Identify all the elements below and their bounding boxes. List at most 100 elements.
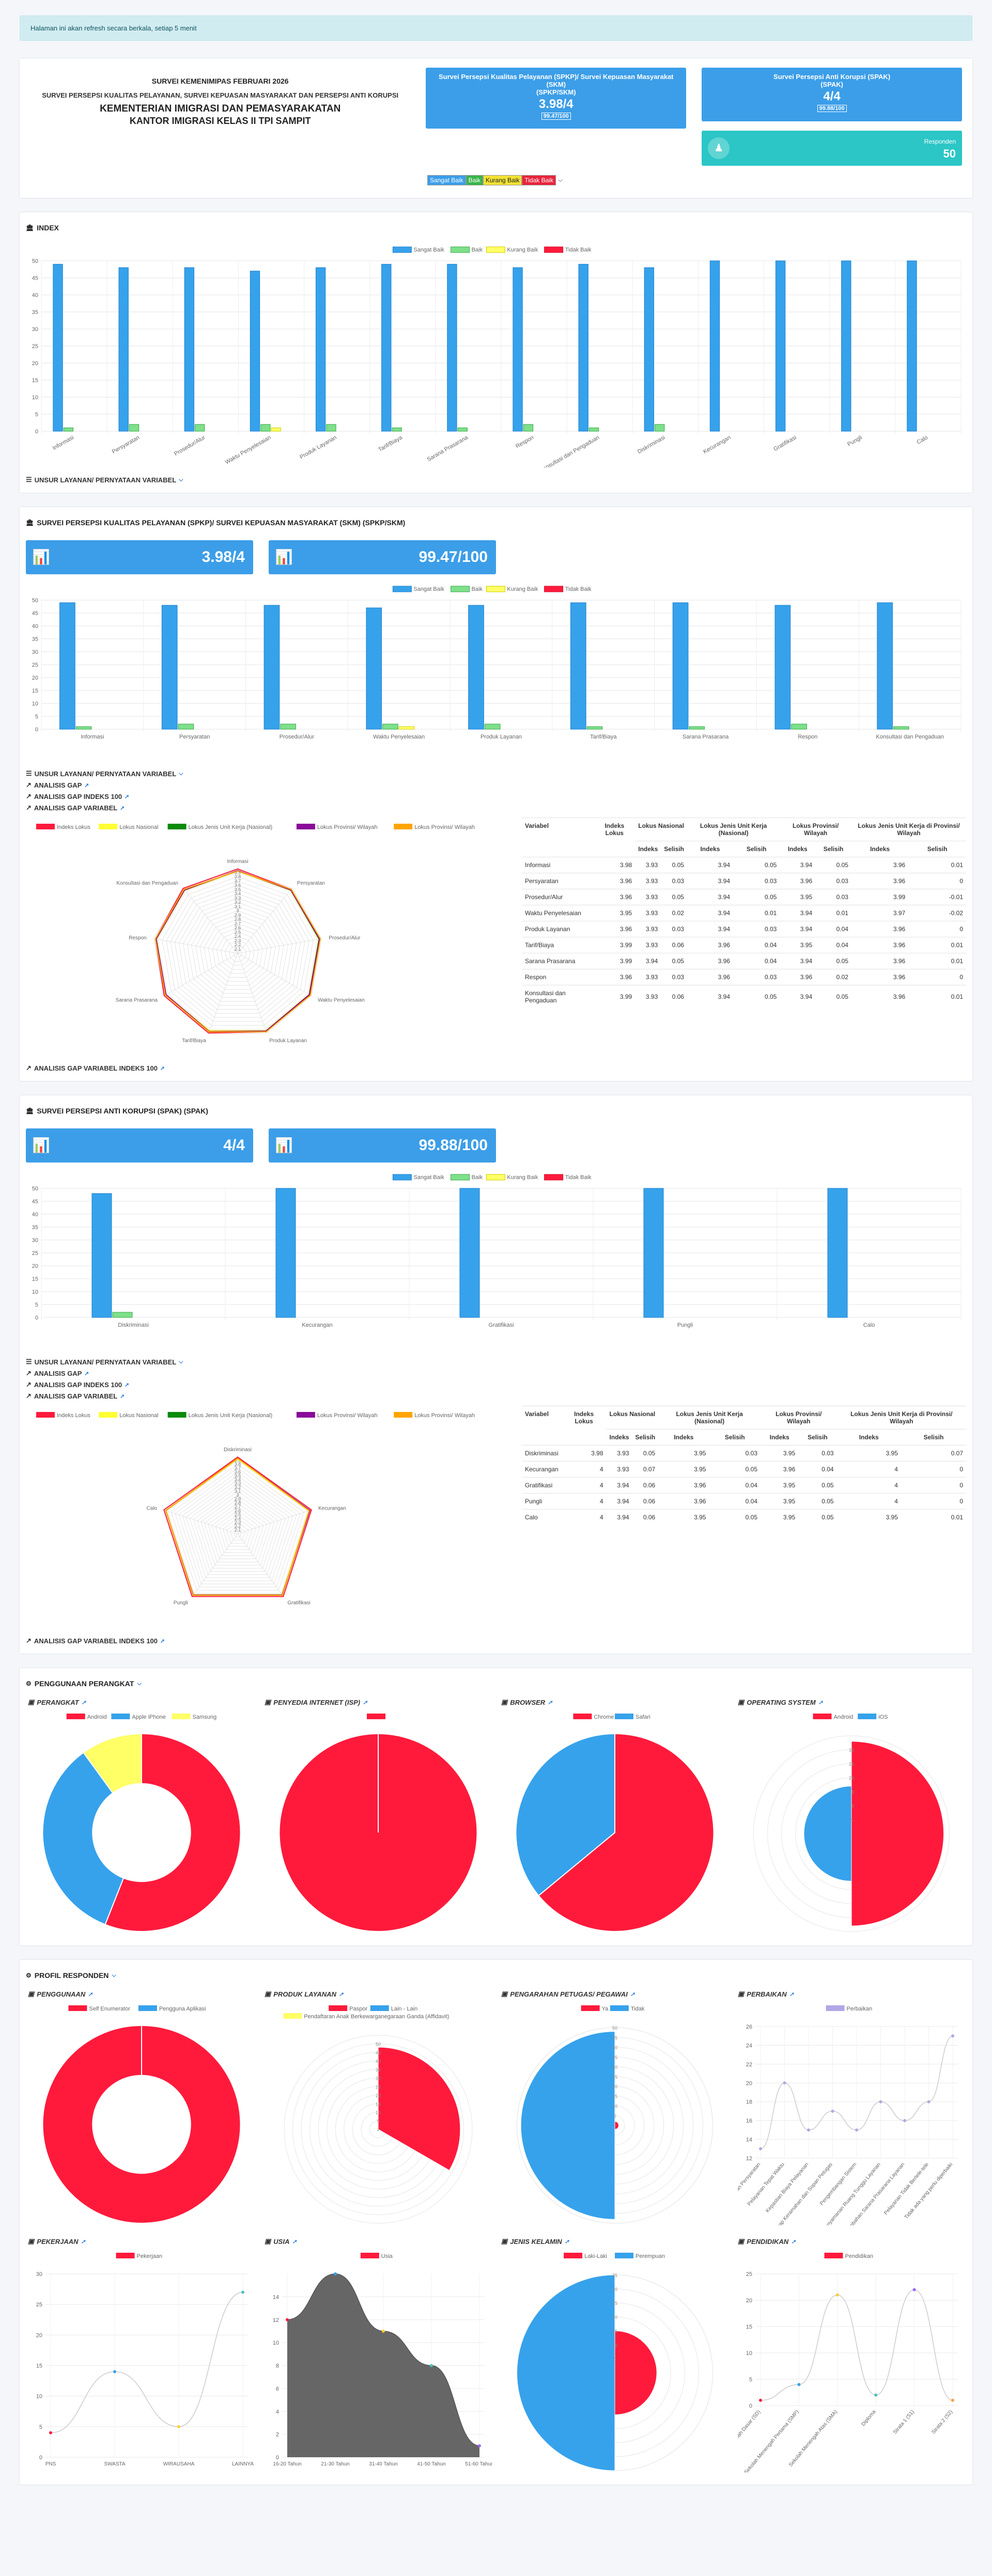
link-icon[interactable]: ➚ [160, 1638, 165, 1644]
chart-panel-title: ▣ PENGARAHAN PETUGAS/ PEGAWAI ➚ [501, 1990, 729, 1998]
link-icon[interactable]: ➚ [548, 1699, 553, 1706]
spkp-foot-link[interactable]: ANALISIS GAP VARIABEL INDEKS 100 [34, 1064, 158, 1072]
th-sub: Indeks [780, 841, 816, 857]
th-sub: Selisih [901, 1429, 966, 1446]
chevron-down-icon[interactable]: ⌵ [179, 1358, 183, 1365]
bar-sangat-baik [366, 607, 382, 730]
chevron-down-icon[interactable]: ⌵ [557, 176, 563, 183]
row-value: 0.01 [908, 937, 966, 953]
row-value: 0.01 [901, 1509, 966, 1525]
row-value: 0.03 [733, 969, 780, 985]
radar-tick-label: 2.7 [235, 921, 241, 926]
link-icon[interactable]: ➚ [564, 2238, 569, 2245]
row-value: 0.04 [815, 921, 851, 937]
spak-link-unsur[interactable]: UNSUR LAYANAN/ PERNYATAAN VARIABEL [34, 1358, 177, 1366]
spak-score-box: Survei Persepsi Anti Korupsi (SPAK) (SPA… [702, 68, 963, 121]
table-header-row: Variabel Indeks Lokus Lokus Nasional Lokus … [522, 1406, 966, 1446]
row-value: 0.05 [798, 1477, 837, 1494]
spak-link-gapvar[interactable]: ANALISIS GAP VARIABEL [34, 1392, 118, 1400]
table-row: Gratifikasi 4 3.94 0.06 3.96 0.04 3.95 0.05 4 0 [522, 1477, 966, 1494]
chevron-down-icon[interactable]: ⌵ [179, 476, 183, 483]
radar-grid [171, 1464, 304, 1591]
radar-axis-label: Waktu Penyelesaian [318, 998, 365, 1003]
radar-tick-label: 3.6 [235, 1469, 241, 1474]
spkp-link-gapvar[interactable]: ANALISIS GAP VARIABEL [34, 804, 118, 812]
spak-link-gap[interactable]: ANALISIS GAP [34, 1369, 82, 1377]
row-value: 0.07 [901, 1445, 966, 1462]
y-tick-label: 5 [39, 2424, 42, 2430]
chart-icon: ▣ [28, 1990, 35, 1998]
link-icon[interactable]: ➚ [125, 1381, 130, 1388]
radar-spoke [153, 938, 238, 954]
spak-link-gap100[interactable]: ANALISIS GAP INDEKS 100 [34, 1380, 122, 1389]
legend-label: Paspor [349, 2006, 367, 2012]
spkp-link-gap[interactable]: ANALISIS GAP [34, 781, 82, 789]
chart-panel-title: ▣ USIA ➚ [265, 2237, 492, 2245]
legend-swatch [36, 824, 55, 829]
link-icon[interactable]: ➚ [160, 1065, 165, 1072]
y-tick-label: 25 [32, 662, 38, 668]
radar-grid [182, 1475, 293, 1581]
link-icon[interactable]: ➚ [120, 805, 125, 811]
spkp-link-gap100[interactable]: ANALISIS GAP INDEKS 100 [34, 792, 122, 800]
link-icon[interactable]: ➚ [88, 1991, 93, 1998]
radar-tick-label: 3.3 [235, 896, 241, 901]
bar-sangat-baik [250, 271, 260, 432]
row-value: 0.03 [709, 1445, 761, 1462]
link-icon[interactable]: ➚ [292, 2238, 297, 2245]
link-icon[interactable]: ➚ [363, 1699, 368, 1706]
index-foot-link[interactable]: UNSUR LAYANAN/ PERNYATAAN VARIABEL [34, 476, 177, 484]
legend-kurang-baik: Kurang Baik [507, 1174, 538, 1181]
link-icon[interactable]: ➚ [789, 1991, 794, 1998]
spkp-link-unsur[interactable]: UNSUR LAYANAN/ PERNYATAAN VARIABEL [34, 769, 177, 778]
radar-grid [199, 915, 276, 990]
link-icon[interactable]: ➚ [84, 782, 89, 789]
chart-panel-device-1: ▣ PENYEDIA INTERNET (ISP) ➚ [262, 1696, 494, 1938]
link-icon[interactable]: ➚ [120, 1393, 125, 1400]
x-tick-label: Diskriminasi [637, 434, 666, 455]
row-value: 0.03 [733, 921, 780, 937]
spkp-radar-chart: Indeks Lokus Lokus Nasional Lokus Jenis Un… [36, 824, 475, 1044]
bar-sangat-baik [774, 605, 791, 730]
radar-grid [178, 1471, 297, 1584]
row-value: 0.01 [733, 905, 780, 921]
link-icon[interactable]: ➚ [84, 1370, 89, 1377]
y-tick-label: 0 [39, 2455, 42, 2461]
chart-title: JENIS KELAMIN [510, 2237, 562, 2245]
spak-foot-link[interactable]: ANALISIS GAP VARIABEL INDEKS 100 [34, 1637, 158, 1645]
chart-panel-profile-6: ▣ JENIS KELAMIN ➚ Laki-Laki Perempuan 5 10 15 20… [499, 2235, 731, 2477]
link-icon[interactable]: ➚ [81, 1699, 86, 1706]
legend-swatch [486, 246, 505, 253]
radar-legend-label: Lokus Nasional [119, 824, 158, 830]
row-value: 3.94 [687, 873, 734, 889]
link-icon[interactable]: ➚ [338, 1991, 344, 1998]
legend-swatch [394, 1412, 413, 1418]
y-tick-label: 10 [36, 2394, 42, 2400]
radar-legend-label: Lokus Nasional [119, 1412, 158, 1419]
list-icon: ☰ [26, 476, 32, 483]
link-icon[interactable]: ➚ [81, 2238, 86, 2245]
chevron-down-icon[interactable]: ⌵ [179, 770, 183, 777]
link-icon[interactable]: ➚ [630, 1991, 636, 1998]
radar-tick-label: 2.7 [235, 1504, 241, 1510]
chevron-down-icon[interactable]: ⌵ [137, 1680, 142, 1687]
row-value: 0.03 [661, 921, 687, 937]
bar-sangat-baik [827, 1188, 848, 1318]
area-fill [287, 2274, 479, 2457]
row-label: Gratifikasi [522, 1477, 562, 1494]
polar-tick-label: 20 [612, 2315, 617, 2320]
link-icon[interactable]: ➚ [125, 793, 130, 800]
spak-radar-chart: Indeks Lokus Lokus Nasional Lokus Jenis Un… [36, 1412, 475, 1606]
chevron-down-icon[interactable]: ⌵ [112, 1972, 116, 1978]
row-value: 0.03 [661, 873, 687, 889]
x-tick-label: 31-40 Tahun [369, 2461, 397, 2467]
legend-swatch [392, 246, 412, 253]
legend-baik: Baik [472, 586, 483, 592]
link-icon[interactable]: ➚ [791, 2238, 796, 2245]
chart-panel-device-0: ▣ PERANGKAT ➚ Android Apple iPhone Samsung [26, 1696, 257, 1938]
row-value: 3.96 [761, 1461, 799, 1478]
radar-grid [233, 949, 242, 958]
row-label: Pungli [522, 1493, 562, 1510]
radar-spoke [208, 953, 238, 1034]
link-icon[interactable]: ➚ [818, 1699, 823, 1706]
